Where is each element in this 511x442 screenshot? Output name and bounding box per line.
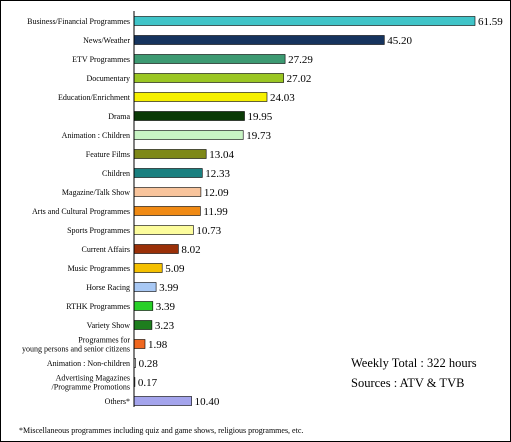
bar <box>133 187 202 197</box>
bar <box>133 54 286 64</box>
category-label: Magazine/Talk Show <box>62 188 130 197</box>
data-label: 10.40 <box>195 396 220 408</box>
bar <box>133 168 203 178</box>
category-label: RTHK Programmes <box>66 302 130 311</box>
category-label: Feature Films <box>86 150 130 159</box>
bar <box>133 16 476 26</box>
category-label: Others* <box>105 397 130 406</box>
sources-annotation: Sources : ATV & TVB <box>351 376 464 390</box>
data-label: 27.02 <box>287 73 312 85</box>
data-label: 10.73 <box>196 225 221 237</box>
data-label: 19.95 <box>248 111 273 123</box>
footnote: *Miscellaneous programmes including quiz… <box>19 426 303 435</box>
category-label: Children <box>102 169 130 178</box>
data-label: 61.59 <box>478 16 503 28</box>
category-label: /Programme Promotions <box>52 383 130 392</box>
bar <box>133 396 192 406</box>
data-label: 8.02 <box>181 244 200 256</box>
category-label: Sports Programmes <box>67 226 130 235</box>
bars-layer: 61.59 Business/Financial Programmes 45.20 N… <box>22 16 503 408</box>
bar <box>133 206 201 216</box>
data-label: 0.17 <box>138 377 158 389</box>
category-label: Arts and Cultural Programmes <box>32 207 130 216</box>
category-label: Education/Enrichment <box>58 93 131 102</box>
data-label: 12.09 <box>204 187 229 199</box>
category-label: Variety Show <box>87 321 131 330</box>
category-label: Horse Racing <box>86 283 130 292</box>
category-label: ETV Programmes <box>72 55 130 64</box>
data-label: 3.23 <box>155 320 175 332</box>
bar <box>133 282 157 292</box>
weekly-total-annotation: Weekly Total : 322 hours <box>351 356 477 370</box>
bar <box>133 149 207 159</box>
data-label: 24.03 <box>270 92 295 104</box>
data-label: 19.73 <box>246 130 271 142</box>
bar <box>133 130 244 140</box>
data-label: 5.09 <box>165 263 185 275</box>
data-label: 27.29 <box>288 54 313 66</box>
bar <box>133 35 385 45</box>
data-label: 11.99 <box>203 206 228 218</box>
data-label: 3.99 <box>159 282 179 294</box>
data-label: 0.28 <box>139 358 159 370</box>
category-label: Animation : Children <box>62 131 130 140</box>
category-label: Documentary <box>86 74 130 83</box>
data-label: 12.33 <box>205 168 230 180</box>
bar <box>133 225 194 235</box>
data-label: 13.04 <box>209 149 234 161</box>
category-label: Business/Financial Programmes <box>27 17 130 26</box>
category-label: young persons and senior citizens <box>22 345 130 354</box>
category-label: Animation : Non-children <box>47 359 130 368</box>
data-label: 1.98 <box>148 339 168 351</box>
bar <box>133 263 163 273</box>
category-label: News/Weather <box>83 36 130 45</box>
category-label: Advertising Magazines <box>56 374 130 383</box>
category-label: Drama <box>108 112 130 121</box>
category-label: Current Affairs <box>81 245 130 254</box>
category-label: Programmes for <box>78 336 130 345</box>
bar <box>133 244 179 254</box>
data-label: 3.39 <box>156 301 176 313</box>
bar <box>133 339 146 349</box>
bar <box>133 92 268 102</box>
bar <box>133 301 154 311</box>
data-label: 45.20 <box>387 35 412 47</box>
bar <box>133 320 153 330</box>
bar <box>133 73 284 83</box>
bar <box>133 111 245 121</box>
category-label: Music Programmes <box>68 264 130 273</box>
